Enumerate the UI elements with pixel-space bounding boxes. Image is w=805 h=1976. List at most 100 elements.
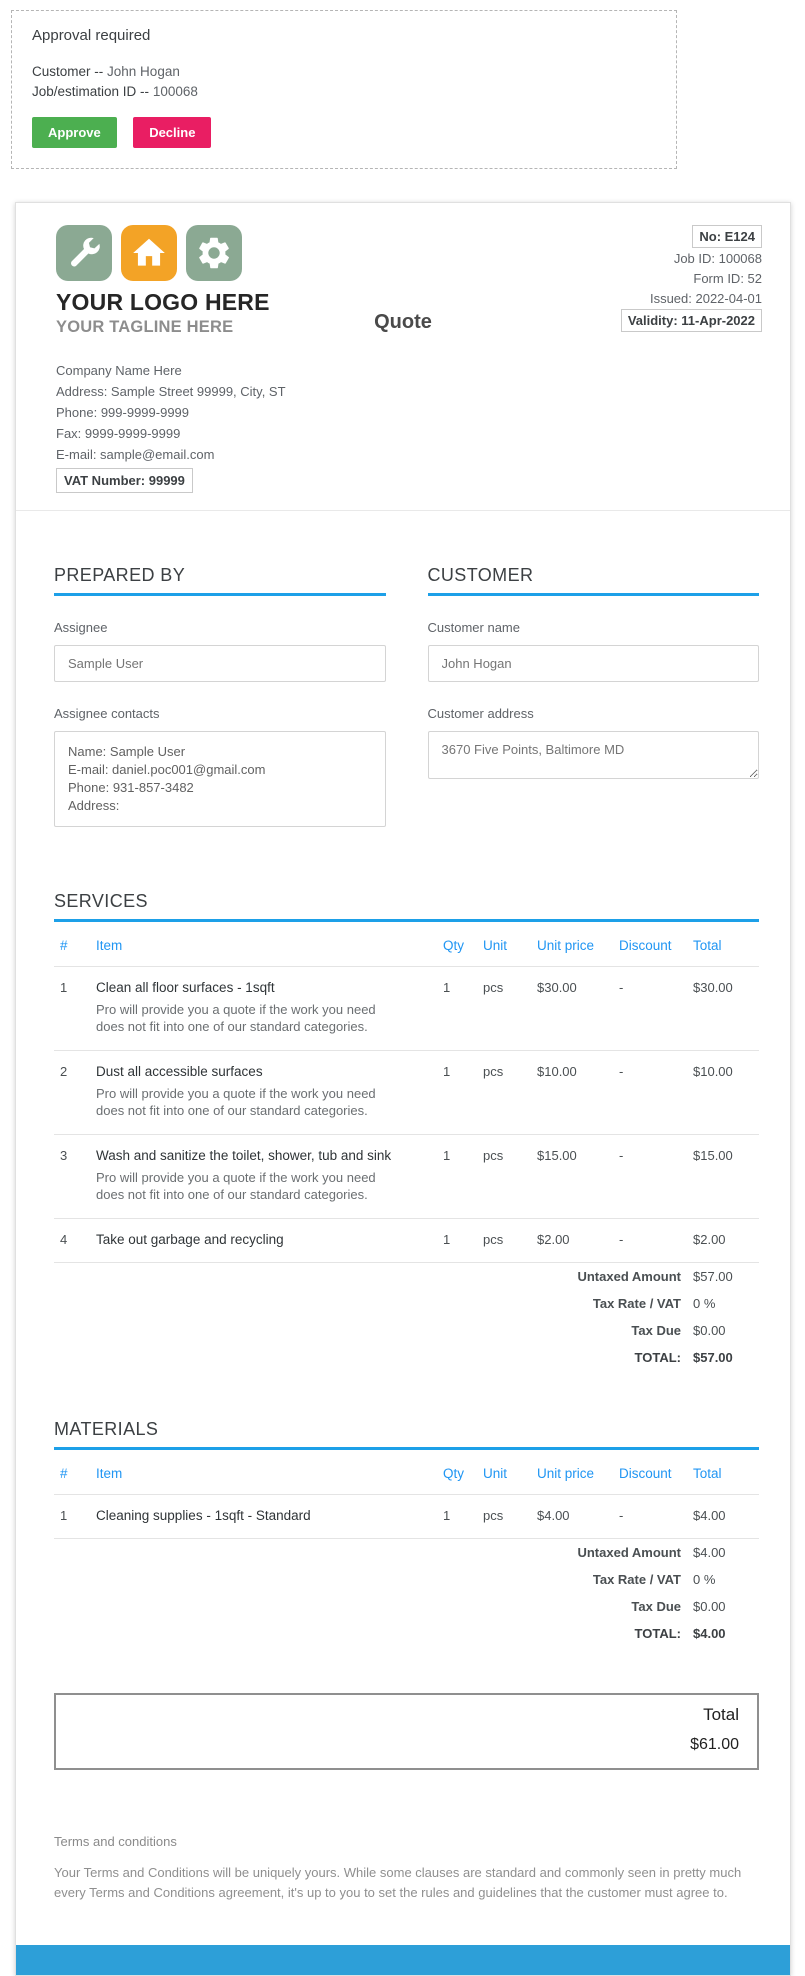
row-qty: 1: [437, 1218, 477, 1263]
approval-customer-line: Customer -- John Hogan: [32, 64, 656, 79]
item-name: Wash and sanitize the toilet, shower, tu…: [96, 1148, 392, 1163]
row-unit-price: $15.00: [531, 1134, 613, 1219]
materials-table: # Item Qty Unit Unit price Discount Tota…: [54, 1454, 759, 1647]
customer-address-textarea[interactable]: 3670 Five Points, Baltimore MD: [427, 731, 759, 779]
col-total: Total: [687, 1454, 759, 1495]
totals-label: Tax Due: [631, 1323, 681, 1338]
assignee-contacts-box[interactable]: Name: Sample User E-mail: daniel.poc001@…: [54, 731, 386, 827]
item-name: Dust all accessible surfaces: [96, 1064, 263, 1079]
col-item: Item: [90, 926, 437, 967]
totals-value: 0 %: [693, 1572, 716, 1587]
customer-title: CUSTOMER: [427, 565, 759, 596]
decline-button[interactable]: Decline: [133, 117, 212, 148]
row-unit: pcs: [477, 1218, 531, 1263]
col-unit: Unit: [477, 1454, 531, 1495]
row-item: Take out garbage and recycling: [90, 1218, 437, 1263]
col-unit-price: Unit price: [531, 1454, 613, 1495]
col-qty: Qty: [437, 1454, 477, 1495]
row-unit: pcs: [477, 1494, 531, 1539]
document-header: YOUR LOGO HERE YOUR TAGLINE HERE No: E12…: [16, 203, 790, 337]
services-table: # Item Qty Unit Unit price Discount Tota…: [54, 926, 759, 1371]
approval-customer-label: Customer --: [32, 64, 104, 79]
totals-value: $4.00: [693, 1545, 726, 1560]
logo-icons: [56, 225, 270, 281]
row-discount: -: [613, 1218, 687, 1263]
item-name: Take out garbage and recycling: [96, 1232, 284, 1247]
service-row: 3 Wash and sanitize the toilet, shower, …: [54, 1134, 759, 1219]
totals-value: $4.00: [693, 1626, 726, 1641]
services-untaxed-row: Untaxed Amount $57.00: [54, 1263, 759, 1291]
terms-body: Your Terms and Conditions will be unique…: [54, 1865, 742, 1900]
totals-value: $0.00: [693, 1599, 726, 1614]
material-row: 1 Cleaning supplies - 1sqft - Standard 1…: [54, 1494, 759, 1539]
row-total: $2.00: [687, 1218, 759, 1263]
service-row: 1 Clean all floor surfaces - 1sqft Pro w…: [54, 966, 759, 1051]
meta-form-id: Form ID: 52: [693, 271, 762, 286]
row-qty: 1: [437, 1134, 477, 1219]
row-total: $15.00: [687, 1134, 759, 1219]
logo-block: YOUR LOGO HERE YOUR TAGLINE HERE: [56, 225, 270, 337]
item-name: Clean all floor surfaces - 1sqft: [96, 980, 275, 995]
company-address: Address: Sample Street 99999, City, ST: [56, 384, 286, 399]
row-discount: -: [613, 1134, 687, 1219]
wrench-icon: [56, 225, 112, 281]
grand-total-label: Total: [703, 1705, 739, 1724]
assignee-label: Assignee: [54, 620, 108, 635]
approval-job-line: Job/estimation ID -- 100068: [32, 84, 656, 99]
approval-panel: Approval required Customer -- John Hogan…: [11, 10, 677, 169]
materials-taxrate-row: Tax Rate / VAT 0 %: [54, 1566, 759, 1593]
company-phone: Phone: 999-9999-9999: [56, 405, 190, 420]
item-description: Pro will provide you a quote if the work…: [96, 1002, 376, 1034]
services-header-row: # Item Qty Unit Unit price Discount Tota…: [54, 926, 759, 967]
materials-title: MATERIALS: [54, 1419, 759, 1450]
customer-name-input[interactable]: [427, 645, 759, 682]
services-total-row: TOTAL: $57.00: [54, 1344, 759, 1371]
customer-name-label: Customer name: [427, 620, 520, 635]
company-info: Company Name Here Address: Sample Street…: [16, 334, 790, 493]
row-num: 3: [54, 1134, 90, 1219]
assignee-contacts-label: Assignee contacts: [54, 706, 160, 721]
customer-address-label: Customer address: [427, 706, 534, 721]
totals-value: $0.00: [693, 1323, 726, 1338]
row-total: $10.00: [687, 1050, 759, 1135]
row-unit: pcs: [477, 1050, 531, 1135]
row-unit-price: $10.00: [531, 1050, 613, 1135]
row-num: 2: [54, 1050, 90, 1135]
grand-total-box: Total $61.00: [54, 1693, 759, 1770]
row-item: Clean all floor surfaces - 1sqft Pro wil…: [90, 966, 437, 1051]
header-divider: [16, 510, 790, 511]
approval-buttons: Approve Decline: [32, 117, 656, 148]
row-unit-price: $4.00: [531, 1494, 613, 1539]
service-row: 2 Dust all accessible surfaces Pro will …: [54, 1050, 759, 1135]
service-row: 4 Take out garbage and recycling 1 pcs $…: [54, 1218, 759, 1263]
row-item: Dust all accessible surfaces Pro will pr…: [90, 1050, 437, 1135]
approval-title: Approval required: [32, 27, 151, 44]
item-description: Pro will provide you a quote if the work…: [96, 1170, 376, 1202]
row-item: Cleaning supplies - 1sqft - Standard: [90, 1494, 437, 1539]
services-taxrate-row: Tax Rate / VAT 0 %: [54, 1290, 759, 1317]
col-num: #: [54, 1454, 90, 1495]
totals-label: Tax Rate / VAT: [592, 1572, 681, 1587]
meta-job-id: Job ID: 100068: [673, 251, 762, 266]
col-unit: Unit: [477, 926, 531, 967]
services-title: SERVICES: [54, 891, 759, 922]
row-total: $4.00: [687, 1494, 759, 1539]
item-name: Cleaning supplies - 1sqft - Standard: [96, 1508, 311, 1523]
row-item: Wash and sanitize the toilet, shower, tu…: [90, 1134, 437, 1219]
row-qty: 1: [437, 1494, 477, 1539]
col-qty: Qty: [437, 926, 477, 967]
document-title: Quote: [374, 311, 432, 333]
row-discount: -: [613, 1050, 687, 1135]
col-discount: Discount: [613, 1454, 687, 1495]
row-discount: -: [613, 966, 687, 1051]
row-qty: 1: [437, 1050, 477, 1135]
row-num: 4: [54, 1218, 90, 1263]
approve-button[interactable]: Approve: [32, 117, 117, 148]
row-num: 1: [54, 966, 90, 1051]
totals-label: Untaxed Amount: [577, 1269, 681, 1284]
row-unit: pcs: [477, 1134, 531, 1219]
services-section: SERVICES # Item Qty Unit Unit price Disc…: [54, 891, 759, 1371]
col-num: #: [54, 926, 90, 967]
assignee-input[interactable]: [54, 645, 386, 682]
row-unit-price: $30.00: [531, 966, 613, 1051]
